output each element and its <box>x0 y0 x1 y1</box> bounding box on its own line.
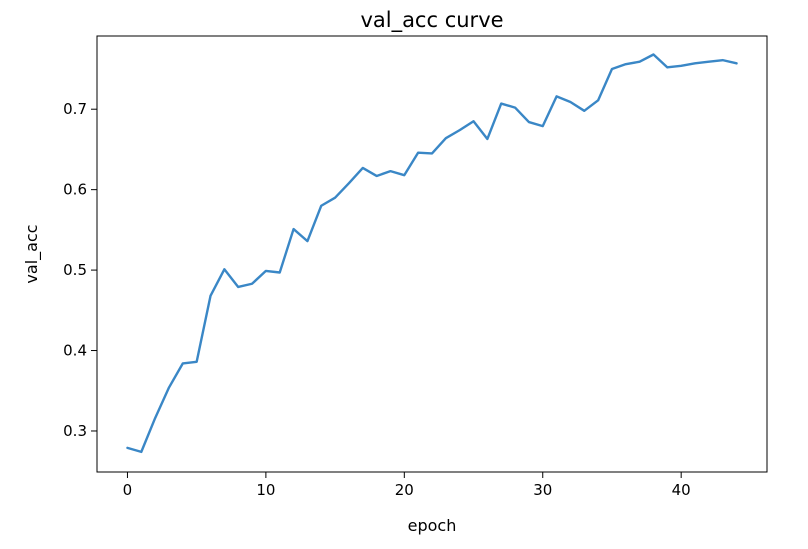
x-tick-label: 40 <box>672 481 691 499</box>
y-tick-label: 0.5 <box>63 261 87 279</box>
series-line <box>126 53 738 454</box>
y-tick-label: 0.3 <box>63 422 87 440</box>
x-tick-label: 30 <box>533 481 552 499</box>
x-axis: 0 10 20 30 40 <box>123 472 691 499</box>
chart-title: val_acc curve <box>360 8 503 33</box>
x-tick-label: 0 <box>123 481 133 499</box>
y-tick-label: 0.6 <box>63 181 87 199</box>
y-axis-label: val_acc <box>22 224 42 283</box>
x-tick-label: 20 <box>395 481 414 499</box>
y-tick-label: 0.7 <box>63 100 87 118</box>
plot-frame <box>96 35 768 473</box>
y-axis: 0.3 0.4 0.5 0.6 0.7 <box>63 100 97 440</box>
x-tick-label: 10 <box>256 481 275 499</box>
y-tick-label: 0.4 <box>63 342 87 360</box>
x-axis-label: epoch <box>408 516 457 535</box>
plot-area <box>96 35 768 473</box>
